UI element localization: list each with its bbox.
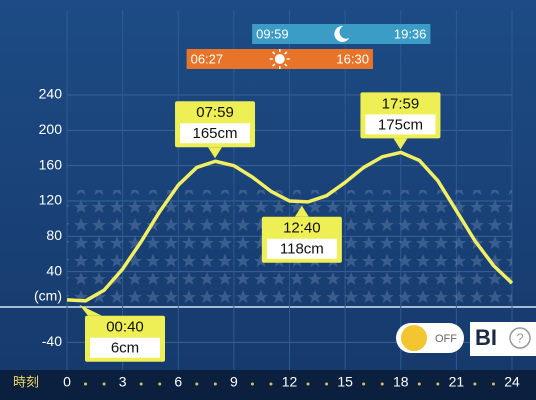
y-tick-label: 240	[39, 86, 63, 102]
toggle[interactable]: OFF	[396, 323, 464, 353]
y-tick-label: 80	[46, 227, 62, 243]
callout-time: 17:59	[382, 95, 420, 112]
sun-ray	[272, 51, 276, 55]
x-tick-label: 12	[282, 374, 298, 390]
callout-value: 165cm	[193, 125, 238, 142]
moon-rise: 09:59	[256, 26, 289, 41]
time-band	[0, 370, 536, 400]
y-tick-label: 200	[39, 121, 63, 137]
x-tick-label: 21	[449, 374, 465, 390]
tick-dot	[102, 382, 106, 386]
callout-pointer	[393, 138, 408, 150]
x-tick-label: 3	[119, 374, 127, 390]
callout-time: 00:40	[106, 319, 144, 336]
callout-value: 175cm	[378, 116, 423, 133]
callout-time: 12:40	[283, 220, 321, 237]
toggle-label[interactable]: OFF	[435, 333, 457, 345]
x-tick-label: 24	[504, 374, 520, 390]
sun-ray	[272, 63, 276, 67]
callout-value-bg	[365, 114, 436, 135]
x-tick-label: 0	[63, 374, 71, 390]
callout-pointer	[79, 304, 102, 316]
moon-bar	[252, 24, 431, 44]
tick-dot	[84, 382, 88, 386]
x-tick-label: 9	[230, 374, 238, 390]
callout-pointer	[208, 147, 223, 159]
tick-dot	[417, 382, 421, 386]
tick-dot	[306, 382, 310, 386]
tick-dot	[158, 382, 162, 386]
x-tick-label: 18	[393, 374, 409, 390]
moon-icon	[334, 25, 350, 42]
callout-time: 07:59	[196, 104, 234, 121]
y-tick-label: 120	[39, 192, 63, 208]
tick-dot	[491, 382, 495, 386]
callout-value: 118cm	[280, 241, 324, 258]
tide-line	[66, 150, 514, 303]
tick-dot	[213, 382, 217, 386]
help-button[interactable]	[509, 327, 531, 349]
moon-set: 19:36	[394, 26, 427, 41]
sun-ray	[284, 63, 288, 67]
x-axis-label: 時刻	[13, 374, 39, 389]
callout-value: 6cm	[111, 340, 139, 357]
tick-dot	[139, 382, 143, 386]
tick-dot	[362, 382, 366, 386]
tick-dot	[325, 382, 329, 386]
y-tick-label: (cm)	[34, 288, 62, 304]
toggle-knob[interactable]	[399, 323, 429, 353]
tick-dot	[436, 382, 440, 386]
tick-dot	[380, 382, 384, 386]
sun-ray	[284, 51, 288, 55]
tick-dot	[195, 382, 199, 386]
y-tick-label: 40	[46, 262, 62, 278]
sun-rise: 06:27	[191, 51, 224, 66]
tick-dot	[250, 382, 254, 386]
brand: BI	[475, 325, 497, 350]
sun-set: 16:30	[336, 51, 369, 66]
x-tick-label: 6	[174, 374, 182, 390]
callout-value-bg	[180, 123, 251, 144]
y-tick-label: -40	[42, 333, 62, 349]
y-tick-label: 160	[39, 156, 63, 172]
sun-icon	[274, 54, 285, 64]
tick-dot	[269, 382, 273, 386]
callout-pointer	[294, 205, 309, 217]
x-tick-label: 15	[337, 374, 353, 390]
help-label[interactable]: ?	[516, 330, 523, 345]
tick-dot	[473, 382, 477, 386]
callout-value-bg	[266, 238, 337, 259]
brand-bg	[470, 322, 536, 356]
callout-value-bg	[90, 337, 160, 358]
